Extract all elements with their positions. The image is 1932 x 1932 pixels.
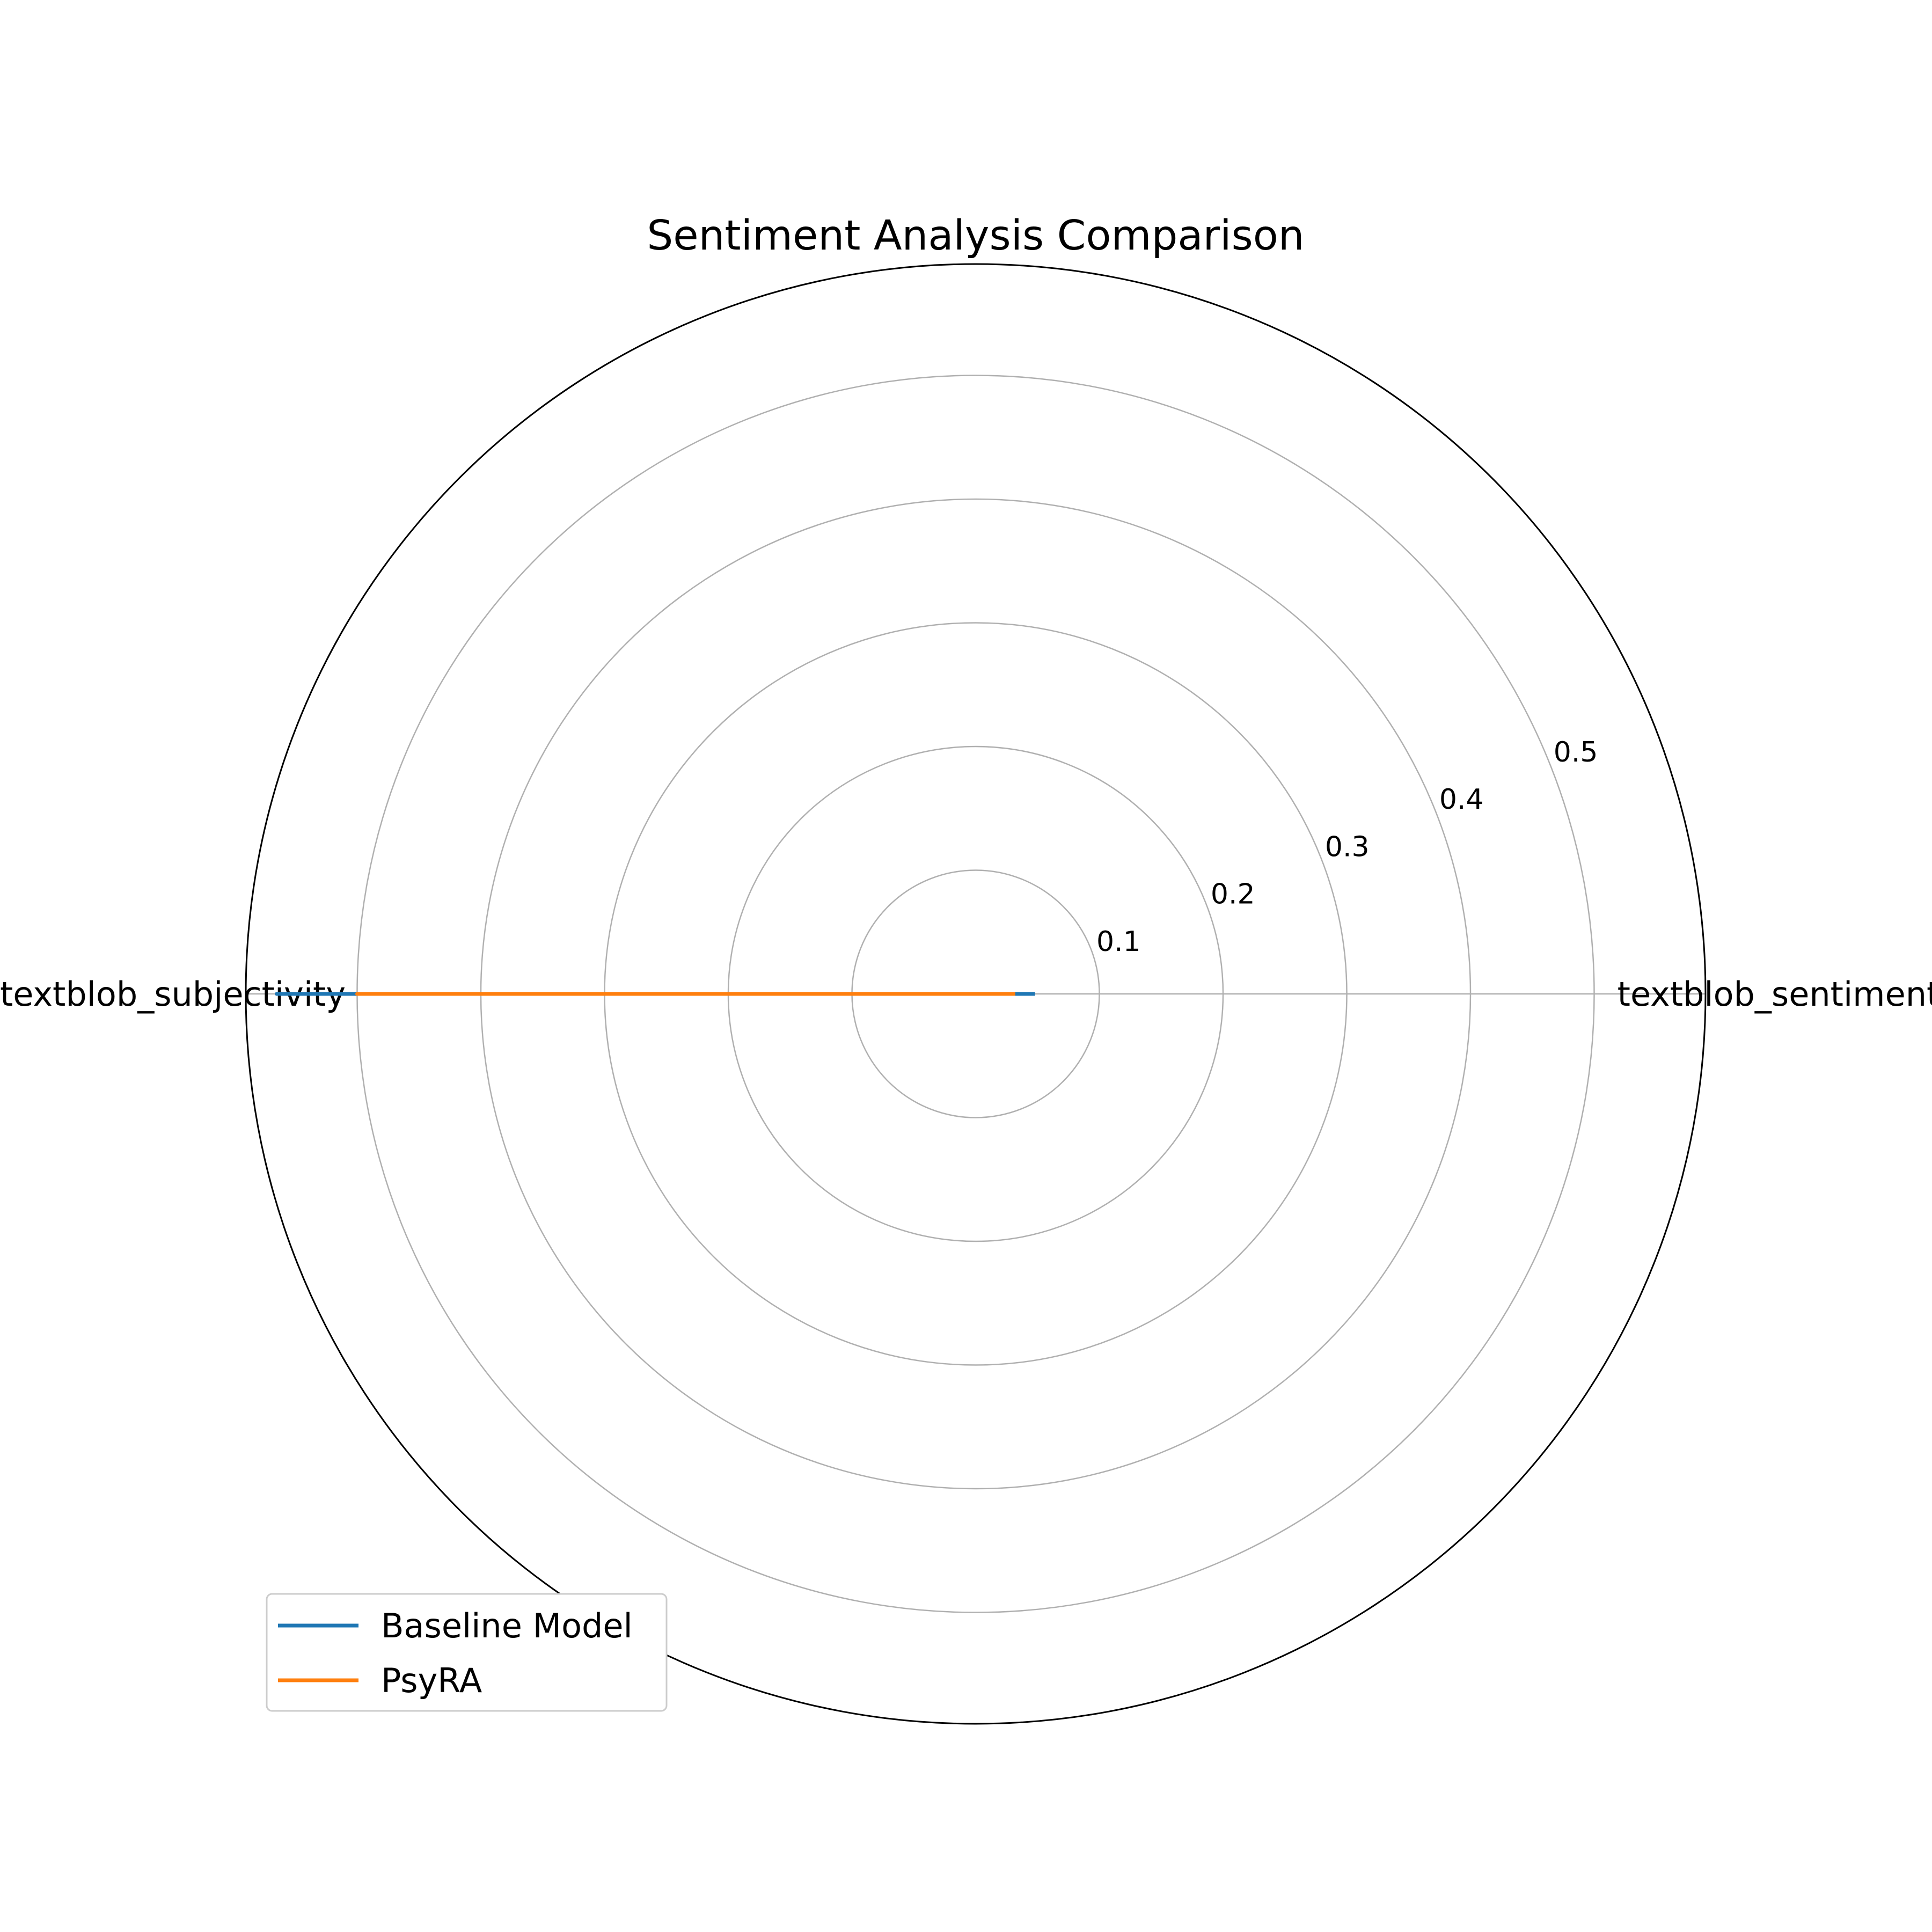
radial-ticks-layer: 0.1 0.2 0.3 0.4 0.5 — [1096, 736, 1598, 958]
radial-tick-label: 0.1 — [1096, 926, 1141, 958]
legend-label-baseline-model: Baseline Model — [381, 1606, 633, 1645]
axis-label-textblob_sentiment: textblob_sentiment — [1618, 975, 1932, 1014]
legend-frame — [266, 1593, 668, 1712]
legend-label-psyra: PsyRA — [381, 1661, 482, 1700]
radial-tick-label: 0.5 — [1554, 736, 1598, 769]
radial-tick-label: 0.2 — [1211, 879, 1255, 911]
legend-entries: Baseline Model PsyRA — [278, 1606, 633, 1700]
radial-tick-label: 0.3 — [1325, 831, 1370, 863]
legend: Baseline Model PsyRA — [266, 1593, 668, 1712]
radial-tick-label: 0.4 — [1439, 784, 1484, 816]
outer-frame — [245, 263, 1707, 1725]
chart-title: Sentiment Analysis Comparison — [647, 212, 1304, 260]
